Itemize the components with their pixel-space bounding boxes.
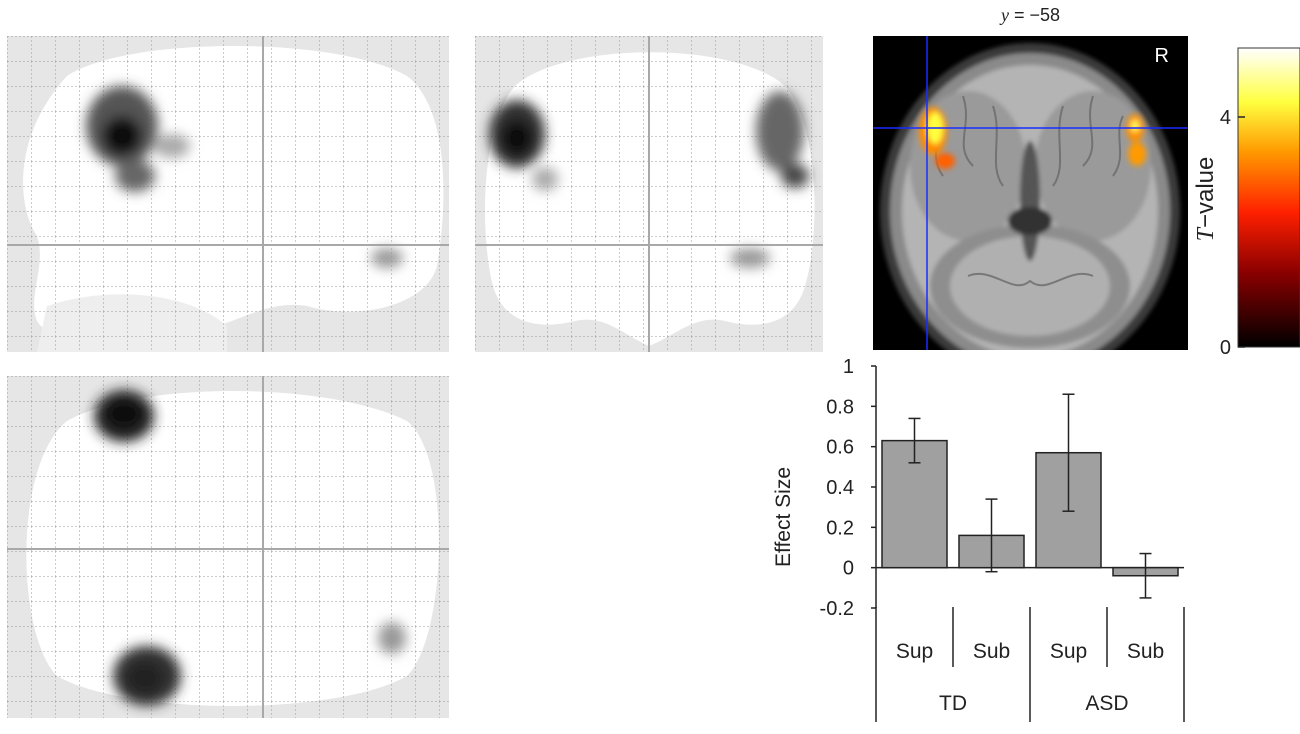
y-tick-label: 1 (843, 356, 854, 378)
category-label: Sup (896, 640, 933, 663)
effect-size-bar-chart: Effect Size -0.2 0 0.2 0.4 0.6 0.8 1 Sup Sub Sup S… (770, 352, 1300, 729)
glass-brain-coronal (475, 36, 823, 352)
y-tick-label: 0.8 (826, 396, 854, 418)
brain-slice-image: R (873, 36, 1188, 379)
category-label: Sub (1127, 640, 1164, 663)
y-axis-label: Effect Size (772, 467, 795, 567)
colorbar-label: T−value (1195, 157, 1219, 242)
y-tick-label: 0.4 (826, 477, 854, 499)
colorbar: 0 4 T−value (1192, 44, 1300, 364)
glass-brain-axial (7, 376, 449, 718)
colorbar-gradient (1237, 47, 1300, 348)
group-label: TD (939, 692, 967, 715)
y-tick-label: 0.6 (826, 437, 854, 459)
group-label: ASD (1085, 692, 1128, 715)
orientation-marker: R (1155, 45, 1169, 67)
category-label: Sup (1050, 640, 1087, 663)
y-tick-label: 0.2 (826, 517, 854, 539)
colorbar-tick-label: 4 (1220, 107, 1231, 129)
y-tick-label: 0 (843, 558, 854, 580)
glass-brain-sagittal (7, 36, 449, 352)
category-label: Sub (973, 640, 1010, 663)
colorbar-tick-label: 0 (1220, 337, 1231, 359)
slice-coordinate-label: y = −58 (1000, 5, 1061, 25)
y-tick-label: -0.2 (820, 598, 854, 620)
